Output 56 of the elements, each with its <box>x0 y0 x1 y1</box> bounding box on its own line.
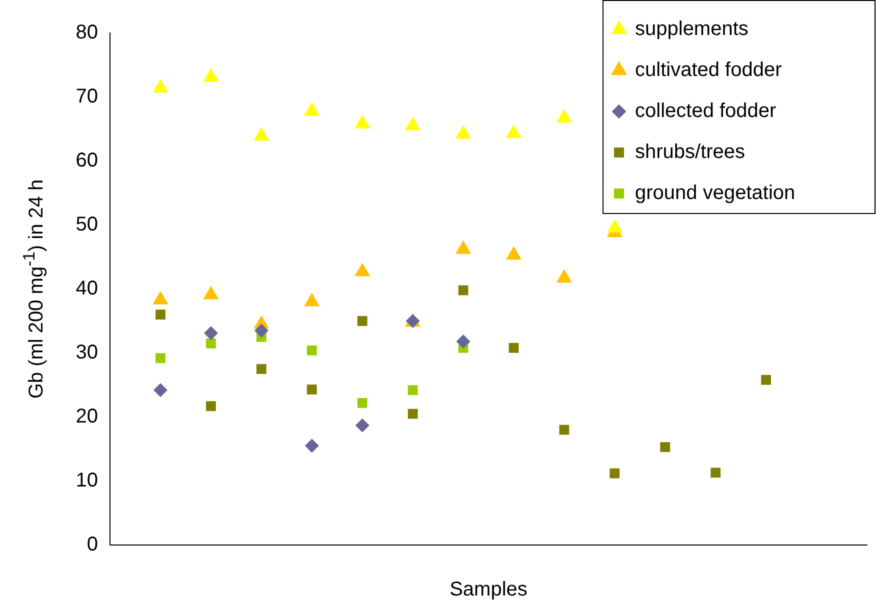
point <box>357 398 368 408</box>
y-tick-label: 80 <box>76 22 98 44</box>
y-tick-label: 70 <box>76 86 98 108</box>
point <box>710 468 721 478</box>
point <box>206 338 216 348</box>
legend-label: cultivated fodder <box>635 59 782 82</box>
point <box>660 442 670 452</box>
y-tick-label: 60 <box>76 150 98 172</box>
point <box>458 285 468 296</box>
point <box>156 353 166 364</box>
point <box>256 364 266 374</box>
point <box>306 345 317 356</box>
point <box>203 68 219 82</box>
point <box>556 109 572 123</box>
point <box>357 316 368 326</box>
point <box>153 383 168 398</box>
legend-label: ground vegetation <box>635 182 796 204</box>
y-tick-label: 30 <box>76 342 98 364</box>
point <box>559 424 570 435</box>
point <box>152 290 168 304</box>
legend-label: shrubs/trees <box>635 141 746 164</box>
y-tick-label: 10 <box>76 470 98 492</box>
point <box>556 269 572 283</box>
legend-label: collected fodder <box>635 100 777 122</box>
point <box>508 342 519 353</box>
point <box>304 438 319 453</box>
point <box>204 326 218 340</box>
point <box>254 127 270 141</box>
point <box>156 310 166 320</box>
point <box>408 385 418 396</box>
y-tick-label: 40 <box>76 278 98 300</box>
y-tick-label: 50 <box>76 214 98 236</box>
point <box>304 292 320 306</box>
point <box>203 286 219 300</box>
point <box>152 79 168 93</box>
point <box>405 116 421 130</box>
legend-label: supplements <box>635 18 748 40</box>
point <box>506 246 522 260</box>
point <box>354 114 370 128</box>
y-tick-label: 0 <box>86 534 98 556</box>
y-tick-label: 20 <box>76 406 98 428</box>
point <box>306 384 317 394</box>
point <box>354 262 370 276</box>
point <box>304 102 320 116</box>
point <box>254 324 268 338</box>
point <box>355 418 370 432</box>
point <box>456 334 470 348</box>
point <box>206 401 216 412</box>
point <box>408 408 418 419</box>
point <box>506 124 522 138</box>
point <box>455 125 472 139</box>
point <box>761 374 772 385</box>
point <box>610 468 620 478</box>
point <box>455 240 472 254</box>
point <box>606 219 622 233</box>
x-axis-title: Samples <box>450 578 528 601</box>
